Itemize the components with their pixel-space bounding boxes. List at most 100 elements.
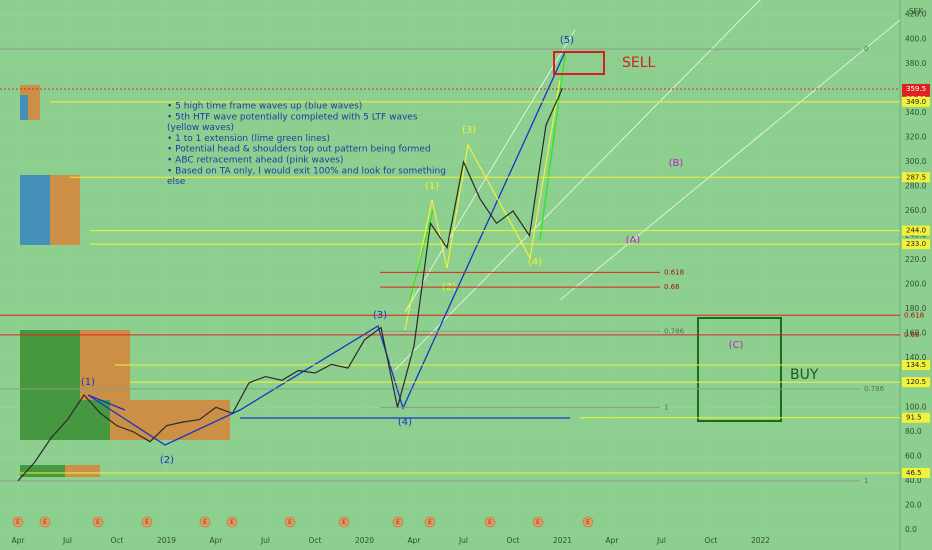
earnings-marker [392,516,404,528]
y-tick-label: 40.0 [905,476,922,485]
level-tag-label: 287.5 [906,173,926,181]
x-tick-label: Apr [12,536,26,545]
earnings-marker [532,516,544,528]
earnings-label: E [43,519,47,526]
buy-label: BUY [790,367,819,383]
level-tag [902,225,930,236]
level-tag-label: 120.5 [906,378,926,386]
x-tick-label: Apr [210,536,224,545]
level-tag-label: 233.0 [906,240,926,248]
fib-label: 0 [864,45,868,53]
note-line: • ABC retracement ahead (pink waves) [167,156,343,166]
sell-box [553,51,605,75]
earnings-marker [284,516,296,528]
buy-box [697,317,782,422]
earnings-label: E [96,519,100,526]
data: 0.6180.660.6180.660.786100.7861359.538:5… [0,45,930,528]
x-tick-label: Jul [458,536,468,545]
fib-label: 0.786 [864,385,885,393]
level-tag-label: 349.0 [906,98,926,106]
earnings-marker [39,516,51,528]
yellow-wave-lines [404,79,561,331]
note-line: • 5 high time frame waves up (blue waves… [167,102,362,112]
level-tag [902,83,930,94]
volume-profile-blue [20,95,50,245]
earnings-marker [484,516,496,528]
lime-extension [409,209,434,301]
y-tick-label: 100.0 [905,402,927,411]
y-tick-label: 160.0 [905,329,927,338]
fib-label: 0.618 [664,268,684,276]
fib-label: 1 [864,477,868,485]
level-tag-label: 244.0 [906,227,926,235]
y-tick-label: 280.0 [905,181,927,190]
fib-label: 1 [664,403,668,411]
fib-label: 0.66 [904,331,920,339]
y-tick-label: 400.0 [905,34,927,43]
note-line: (yellow waves) [167,123,234,133]
fib-label: 0.786 [664,327,685,335]
y-tick-label: 340.0 [905,108,927,117]
note-line: • Based on TA only, I would exit 100% an… [167,166,446,176]
y-tick-label: 180.0 [905,304,927,313]
x-tick-label: Oct [507,536,520,545]
x-tick-label: 2022 [751,536,770,545]
level-tag-label: 134.5 [906,361,926,369]
y-tick-label: 20.0 [905,500,922,509]
earnings-label: E [230,519,234,526]
y-tick-label: 60.0 [905,451,922,460]
wave-label: (3) [462,125,476,136]
wave-label: (5) [560,35,574,46]
earnings-label: E [488,519,492,526]
x-tick-label: Apr [408,536,422,545]
x-tick-label: Jul [656,536,666,545]
earnings-marker [582,516,594,528]
note-line: else [167,177,186,187]
wave-label: (B) [669,158,684,169]
earnings-label: E [288,519,292,526]
wave-label: (C) [729,340,744,351]
wave-label: (A) [626,235,641,246]
x-tick-label: Apr [606,536,620,545]
wave-label: (1) [81,377,95,388]
x-tick-label: 2019 [157,536,176,545]
earnings-label: E [203,519,207,526]
earnings-marker [141,516,153,528]
earnings-marker [92,516,104,528]
x-tick-label: 2020 [355,536,374,545]
level-tag [902,96,930,107]
x-tick-label: Oct [111,536,124,545]
earnings-marker [12,516,24,528]
earnings-marker [424,516,436,528]
level-tag [902,359,930,370]
level-tag [902,377,930,388]
fib-label: 0.66 [664,283,680,291]
y-tick-label: 320.0 [905,132,927,141]
currency-label: SEK [909,7,924,16]
earnings-label: E [396,519,400,526]
earnings-marker [338,516,350,528]
price-line [17,88,564,482]
earnings-label: E [536,519,540,526]
level-tag [902,172,930,183]
sell-label: SELL [622,55,656,71]
x-tick-label: Jul [62,536,72,545]
note-line: • 1 to 1 extension (lime green lines) [167,134,330,144]
earnings-label: E [586,519,590,526]
y-tick-label: 220.0 [905,255,927,264]
y-tick-label: 0.0 [905,525,917,534]
earnings-marker [226,516,238,528]
x-tick-label: Jul [260,536,270,545]
lime-extension [539,54,566,241]
earnings-label: E [428,519,432,526]
wave-label: (2) [160,455,174,466]
x-tick-label: Oct [309,536,322,545]
y-tick-label: 80.0 [905,427,922,436]
level-tag-label: 46.5 [906,469,922,477]
wave-label: (4) [398,417,412,428]
y-tick-label: 380.0 [905,59,927,68]
level-tag-label: 91.5 [906,414,922,422]
channel-lines [394,0,901,371]
